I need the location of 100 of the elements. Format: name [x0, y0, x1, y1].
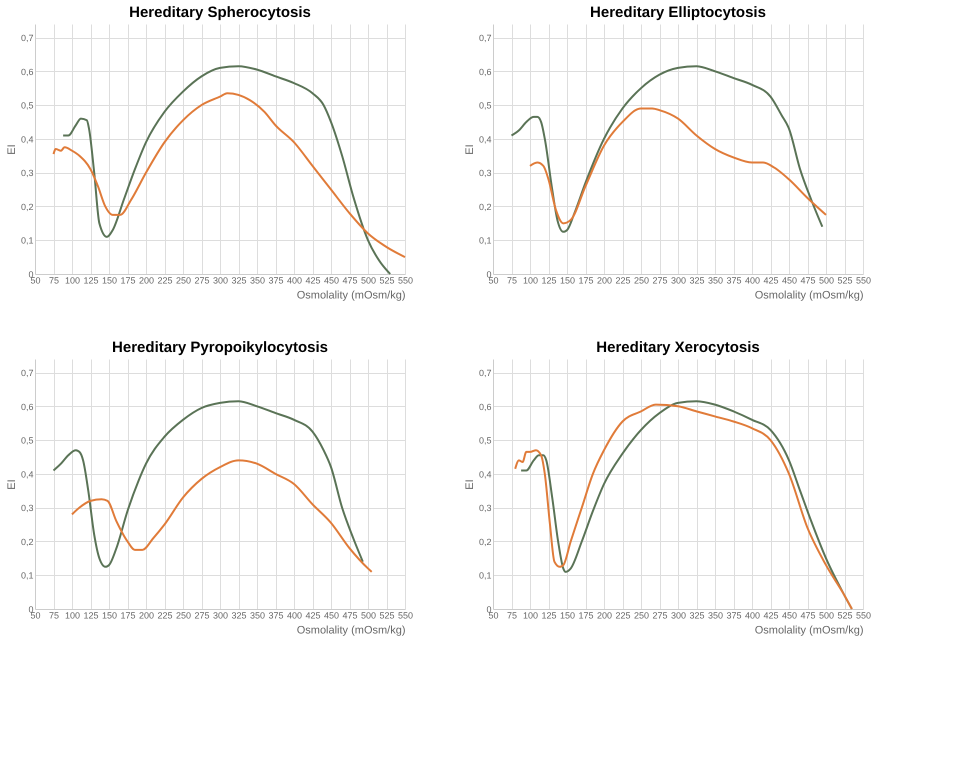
x-tick-label: 250 — [176, 276, 192, 286]
x-tick-label: 150 — [560, 610, 576, 620]
x-tick-label: 500 — [360, 610, 376, 620]
x-tick-label: 175 — [578, 276, 594, 286]
x-tick-label: 325 — [231, 276, 247, 286]
x-tick-label: 275 — [652, 610, 668, 620]
x-tick-label: 325 — [689, 610, 705, 620]
y-tick-label: 0,1 — [20, 570, 34, 581]
x-axis-title: Osmolality (mOsm/kg) — [296, 290, 406, 302]
x-tick-label: 425 — [763, 610, 779, 620]
y-tick-label: 0,6 — [478, 402, 492, 412]
x-tick-label: 525 — [837, 610, 853, 620]
x-tick-label: 100 — [64, 610, 80, 620]
y-tick-label: 0,3 — [20, 503, 34, 514]
x-tick-label: 75 — [48, 610, 60, 620]
y-tick-label: 0,3 — [20, 168, 34, 178]
x-tick-label: 250 — [634, 276, 650, 286]
y-tick-label: 0,5 — [20, 436, 34, 446]
x-tick-label: 400 — [286, 610, 302, 620]
x-tick-label: 475 — [800, 610, 816, 620]
line-series — [62, 65, 392, 275]
x-axis-title: Osmolality (mOsm/kg) — [754, 624, 864, 636]
x-tick-label: 300 — [670, 276, 686, 286]
y-axis-title: EI — [464, 479, 476, 490]
x-tick-label: 275 — [652, 276, 668, 286]
x-tick-label: 425 — [763, 276, 779, 286]
line-series — [529, 107, 827, 224]
y-tick-label: 0,6 — [20, 402, 34, 412]
x-tick-label: 350 — [250, 276, 266, 286]
x-tick-label: 75 — [48, 276, 60, 286]
x-tick-label: 300 — [212, 276, 228, 286]
chart-title: Hereditary Elliptocytosis — [590, 4, 766, 21]
y-tick-label: 0,6 — [20, 66, 34, 77]
y-tick-label: 0,1 — [478, 236, 492, 246]
chart-title: Hereditary Pyropoikylocytosis — [112, 339, 328, 356]
x-tick-label: 475 — [342, 276, 358, 286]
x-tick-label: 125 — [541, 610, 557, 620]
y-tick-label: 0,5 — [20, 100, 34, 111]
x-tick-label: 100 — [522, 276, 538, 286]
x-tick-label: 150 — [560, 276, 576, 286]
x-tick-label: 100 — [64, 276, 80, 286]
y-tick-label: 0,7 — [20, 33, 34, 44]
x-tick-label: 175 — [120, 276, 136, 286]
x-tick-label: 125 — [83, 610, 99, 620]
x-tick-label: 375 — [268, 610, 284, 620]
x-tick-label: 500 — [360, 276, 376, 286]
x-tick-label: 200 — [596, 276, 612, 286]
y-tick-label: 0,7 — [478, 368, 492, 378]
x-tick-label: 550 — [398, 610, 414, 620]
y-tick-label: 0,1 — [478, 570, 492, 581]
x-tick-label: 350 — [250, 610, 266, 620]
x-tick-label: 325 — [689, 276, 705, 286]
x-tick-label: 375 — [268, 276, 284, 286]
x-tick-label: 525 — [379, 610, 395, 620]
x-tick-label: 100 — [522, 610, 538, 620]
x-tick-label: 450 — [782, 610, 798, 620]
y-tick-label: 0,2 — [478, 536, 492, 547]
y-tick-label: 0,2 — [478, 202, 492, 212]
x-tick-label: 75 — [506, 610, 518, 620]
x-tick-label: 125 — [541, 276, 557, 286]
line-series — [71, 459, 373, 573]
y-axis-title: EI — [6, 144, 18, 155]
x-tick-label: 200 — [596, 610, 612, 620]
x-tick-label: 400 — [286, 276, 302, 286]
x-tick-label: 225 — [157, 276, 173, 286]
x-tick-label: 400 — [744, 276, 760, 286]
x-tick-label: 250 — [634, 610, 650, 620]
x-tick-label: 400 — [744, 610, 760, 620]
x-tick-label: 350 — [708, 276, 724, 286]
x-tick-label: 300 — [212, 610, 228, 620]
y-tick-label: 0,2 — [20, 202, 34, 212]
chart-title: Hereditary Xerocytosis — [596, 339, 760, 356]
x-tick-label: 500 — [818, 610, 834, 620]
y-tick-label: 0,5 — [478, 100, 492, 111]
y-axis-title: EI — [464, 144, 476, 155]
x-tick-label: 175 — [120, 610, 136, 620]
x-tick-label: 550 — [856, 610, 872, 620]
x-axis-title: Osmolality (mOsm/kg) — [296, 624, 406, 636]
x-tick-label: 250 — [176, 610, 192, 620]
x-tick-label: 150 — [102, 276, 118, 286]
x-tick-label: 275 — [194, 276, 210, 286]
x-tick-label: 200 — [138, 276, 154, 286]
x-axis-title: Osmolality (mOsm/kg) — [754, 290, 864, 302]
y-tick-label: 0,7 — [478, 33, 492, 44]
x-tick-label: 450 — [782, 276, 798, 286]
y-tick-label: 0,6 — [478, 66, 492, 77]
x-tick-label: 375 — [726, 610, 742, 620]
y-axis-title: EI — [6, 479, 18, 490]
y-tick-label: 0,4 — [478, 469, 492, 480]
y-tick-label: 0,2 — [20, 536, 34, 547]
y-tick-label: 0,4 — [20, 469, 34, 480]
x-tick-label: 550 — [856, 276, 872, 286]
x-tick-label: 150 — [102, 610, 118, 620]
y-tick-label: 0,3 — [478, 503, 492, 514]
x-tick-label: 125 — [83, 276, 99, 286]
x-tick-label: 200 — [138, 610, 154, 620]
y-tick-label: 0,3 — [478, 168, 492, 178]
x-tick-label: 225 — [157, 610, 173, 620]
x-tick-label: 475 — [800, 276, 816, 286]
chart-title: Hereditary Spherocytosis — [129, 4, 311, 21]
